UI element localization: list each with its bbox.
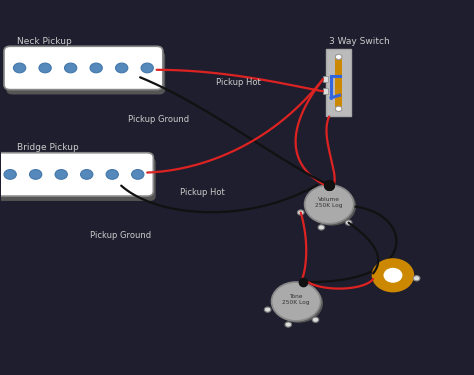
Bar [329,52,352,117]
Circle shape [106,170,118,179]
Text: Neck Pickup: Neck Pickup [17,37,72,46]
Circle shape [413,276,420,281]
Circle shape [13,63,26,73]
Text: Pickup Hot: Pickup Hot [180,188,225,197]
Circle shape [297,210,304,215]
Circle shape [4,170,16,179]
Circle shape [274,284,323,323]
Text: Pickup Hot: Pickup Hot [216,78,261,87]
Text: 3 Way Switch: 3 Way Switch [329,37,390,46]
Circle shape [305,185,354,224]
FancyBboxPatch shape [4,46,163,90]
Circle shape [29,170,42,179]
Text: Bridge Pickup: Bridge Pickup [17,143,79,152]
Circle shape [373,260,413,291]
Circle shape [312,317,319,322]
Circle shape [318,225,325,230]
FancyBboxPatch shape [0,158,156,201]
Text: Pickup Ground: Pickup Ground [128,115,190,124]
Circle shape [285,322,292,327]
Circle shape [272,282,320,321]
Bar [335,55,342,111]
Circle shape [39,63,51,73]
Text: Tone
250K Log: Tone 250K Log [283,294,310,305]
Circle shape [55,170,67,179]
Text: Volume
250K Log: Volume 250K Log [315,197,343,208]
Circle shape [335,106,342,111]
Circle shape [81,170,93,179]
Circle shape [345,220,352,225]
FancyBboxPatch shape [6,51,165,94]
Circle shape [307,187,356,226]
Text: Pickup Ground: Pickup Ground [91,231,152,240]
Circle shape [90,63,102,73]
Circle shape [335,54,342,60]
Bar [322,88,328,94]
Circle shape [264,307,271,312]
Bar [322,76,328,82]
Circle shape [116,63,128,73]
Circle shape [132,170,144,179]
Circle shape [64,63,77,73]
Circle shape [141,63,154,73]
FancyBboxPatch shape [326,50,351,116]
FancyBboxPatch shape [0,153,154,196]
Circle shape [383,268,402,283]
